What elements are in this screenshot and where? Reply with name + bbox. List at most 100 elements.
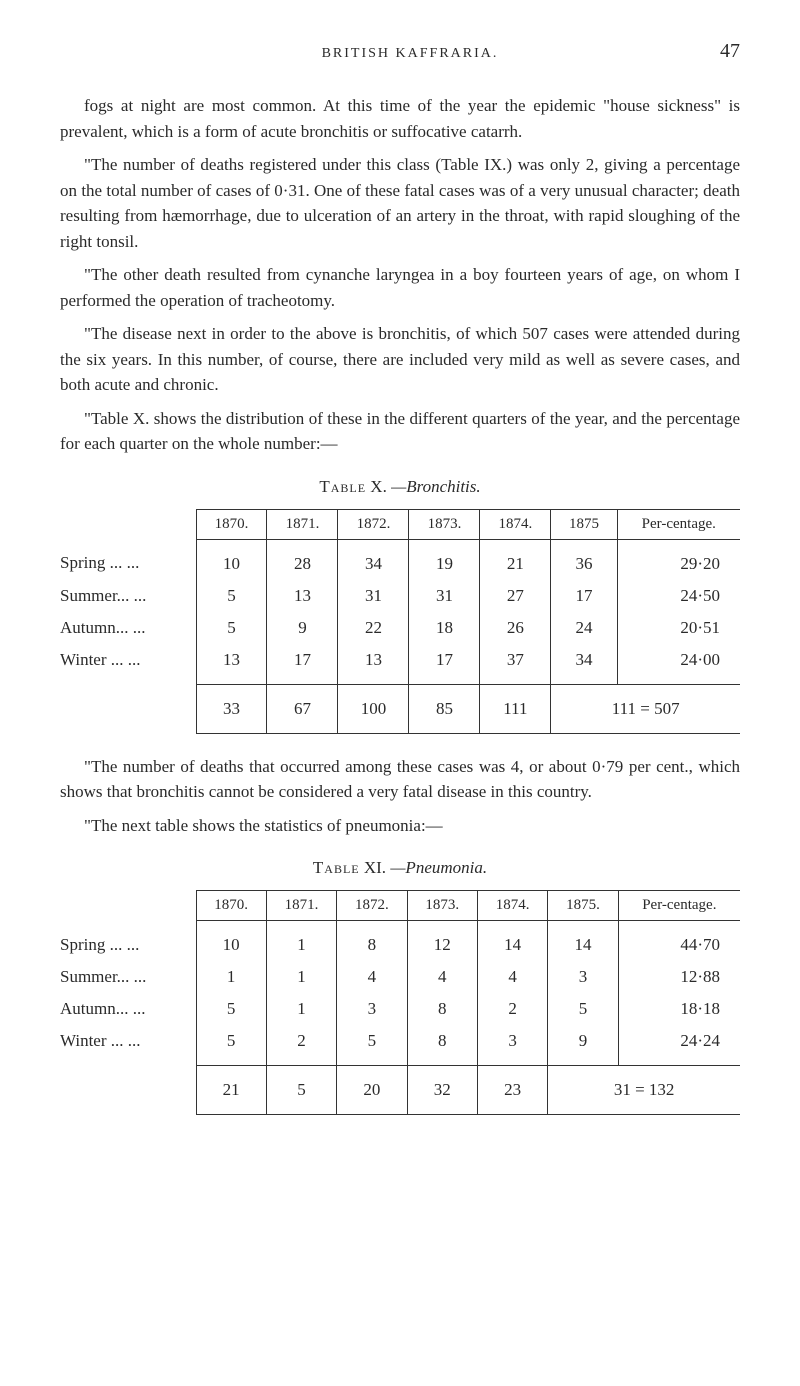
data-cell: 4 xyxy=(477,961,547,993)
data-cell: 13 xyxy=(338,644,409,685)
data-cell: 14 xyxy=(548,921,618,962)
data-cell: 5 xyxy=(196,612,267,644)
col-header: 1871. xyxy=(266,891,336,921)
total-cell: 67 xyxy=(267,684,338,733)
row-label: Summer... ... xyxy=(60,961,196,993)
running-title: BRITISH KAFFRARIA. xyxy=(100,46,720,62)
row-label: Winter ... ... xyxy=(60,644,196,685)
paragraph: "Table X. shows the distribution of thes… xyxy=(60,406,740,457)
table-row: Spring ... ...10283419213629·20 xyxy=(60,539,740,580)
total-cell: 21 xyxy=(196,1066,266,1115)
paragraph: "The number of deaths that occurred amon… xyxy=(60,754,740,805)
data-cell: 27 xyxy=(480,580,551,612)
data-cell: 3 xyxy=(337,993,407,1025)
data-cell: 1 xyxy=(196,961,266,993)
data-cell: 12·88 xyxy=(618,961,740,993)
data-cell: 26 xyxy=(480,612,551,644)
data-cell: 1 xyxy=(266,993,336,1025)
paragraph: "The other death resulted from cynanche … xyxy=(60,262,740,313)
data-cell: 24·00 xyxy=(617,644,740,685)
total-cell: 33 xyxy=(196,684,267,733)
data-cell: 17 xyxy=(267,644,338,685)
col-header: Per-centage. xyxy=(618,891,740,921)
data-cell: 5 xyxy=(196,993,266,1025)
col-header: 1870. xyxy=(196,891,266,921)
row-label: Spring ... ... xyxy=(60,921,196,962)
total-cell: 85 xyxy=(409,684,480,733)
col-header: 1874. xyxy=(480,509,551,539)
data-cell: 8 xyxy=(407,1025,477,1066)
table-row: Autumn... ...592218262420·51 xyxy=(60,612,740,644)
data-cell: 21 xyxy=(480,539,551,580)
data-cell: 17 xyxy=(551,580,617,612)
paragraph: fogs at night are most common. At this t… xyxy=(60,93,740,144)
data-cell: 31 xyxy=(409,580,480,612)
col-header: 1874. xyxy=(477,891,547,921)
total-cell: 20 xyxy=(337,1066,407,1115)
total-cell: 111 xyxy=(480,684,551,733)
data-cell: 24 xyxy=(551,612,617,644)
data-cell: 10 xyxy=(196,539,267,580)
data-cell: 17 xyxy=(409,644,480,685)
data-cell: 18·18 xyxy=(618,993,740,1025)
total-cell: 100 xyxy=(338,684,409,733)
data-cell: 37 xyxy=(480,644,551,685)
data-cell: 20·51 xyxy=(617,612,740,644)
row-label: Spring ... ... xyxy=(60,539,196,580)
data-cell: 9 xyxy=(548,1025,618,1066)
total-cell: 23 xyxy=(477,1066,547,1115)
row-label: Winter ... ... xyxy=(60,1025,196,1066)
data-cell: 28 xyxy=(267,539,338,580)
row-label: Autumn... ... xyxy=(60,993,196,1025)
data-cell: 1 xyxy=(266,961,336,993)
table-xi-pneumonia: 1870. 1871. 1872. 1873. 1874. 1875. Per-… xyxy=(60,890,740,1115)
table-row: Summer... ...5133131271724·50 xyxy=(60,580,740,612)
total-cell: 32 xyxy=(407,1066,477,1115)
data-cell: 36 xyxy=(551,539,617,580)
total-cell: 111 = 507 xyxy=(551,684,740,733)
data-cell: 19 xyxy=(409,539,480,580)
data-cell: 2 xyxy=(266,1025,336,1066)
row-label: Summer... ... xyxy=(60,580,196,612)
col-header: 1873. xyxy=(409,509,480,539)
col-header: 1873. xyxy=(407,891,477,921)
data-cell: 8 xyxy=(407,993,477,1025)
data-cell: 24·24 xyxy=(618,1025,740,1066)
data-cell: 13 xyxy=(196,644,267,685)
data-cell: 31 xyxy=(338,580,409,612)
data-cell: 18 xyxy=(409,612,480,644)
data-cell: 4 xyxy=(407,961,477,993)
data-cell: 5 xyxy=(337,1025,407,1066)
data-cell: 3 xyxy=(477,1025,547,1066)
table-row: Winter ... ...13171317373424·00 xyxy=(60,644,740,685)
page-header: BRITISH KAFFRARIA. 47 xyxy=(60,40,740,63)
paragraph: "The disease next in order to the above … xyxy=(60,321,740,398)
data-cell: 1 xyxy=(266,921,336,962)
data-cell: 24·50 xyxy=(617,580,740,612)
total-cell: 5 xyxy=(266,1066,336,1115)
col-header: 1870. xyxy=(196,509,267,539)
table-row: Winter ... ...52583924·24 xyxy=(60,1025,740,1066)
data-cell: 44·70 xyxy=(618,921,740,962)
data-cell: 12 xyxy=(407,921,477,962)
col-header: Per-centage. xyxy=(617,509,740,539)
data-cell: 13 xyxy=(267,580,338,612)
total-cell: 31 = 132 xyxy=(548,1066,740,1115)
data-cell: 34 xyxy=(551,644,617,685)
col-header: 1875 xyxy=(551,509,617,539)
col-header: 1872. xyxy=(337,891,407,921)
col-header: 1872. xyxy=(338,509,409,539)
data-cell: 34 xyxy=(338,539,409,580)
data-cell: 8 xyxy=(337,921,407,962)
data-cell: 5 xyxy=(196,580,267,612)
table-row: Summer... ...11444312·88 xyxy=(60,961,740,993)
data-cell: 4 xyxy=(337,961,407,993)
page-number: 47 xyxy=(720,40,740,63)
table-x-title: Table X. —Bronchitis. xyxy=(60,477,740,497)
paragraph: "The number of deaths registered under t… xyxy=(60,152,740,254)
paragraph: "The next table shows the statistics of … xyxy=(60,813,740,839)
table-x-bronchitis: 1870. 1871. 1872. 1873. 1874. 1875 Per-c… xyxy=(60,509,740,734)
table-xi-title: Table XI. —Pneumonia. xyxy=(60,858,740,878)
data-cell: 5 xyxy=(548,993,618,1025)
data-cell: 22 xyxy=(338,612,409,644)
